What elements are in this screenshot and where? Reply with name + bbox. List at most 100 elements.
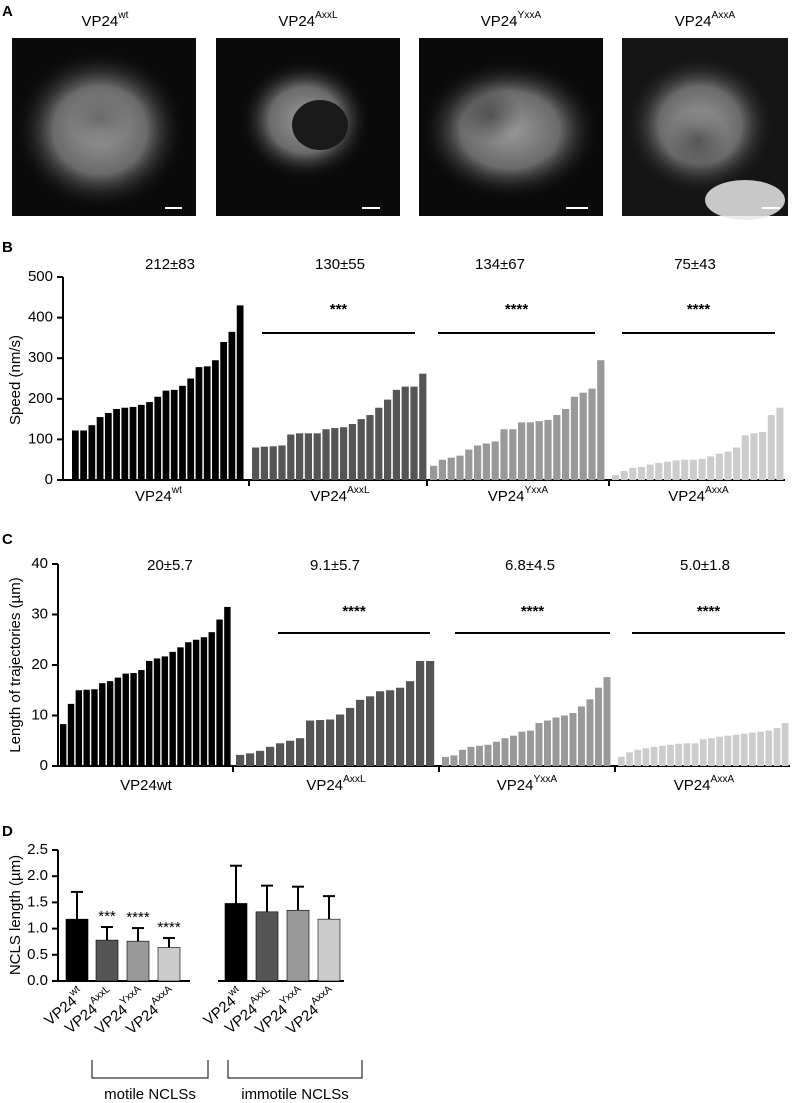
bar xyxy=(276,743,285,766)
image-label-base: VP24 xyxy=(278,13,315,30)
group-bracket xyxy=(91,1060,209,1079)
bar xyxy=(518,731,526,766)
bar xyxy=(450,755,458,766)
bar xyxy=(579,392,587,480)
bar xyxy=(474,445,482,480)
group-label-base: VP24 xyxy=(674,777,711,794)
bar xyxy=(484,744,492,766)
bar xyxy=(544,419,552,480)
bar xyxy=(675,743,683,766)
y-axis-title: Length of trajectories (µm) xyxy=(7,577,24,752)
bar xyxy=(375,407,383,480)
bar xyxy=(326,719,335,766)
bar xyxy=(340,427,348,480)
bar xyxy=(691,743,699,766)
panel-label: C xyxy=(2,531,13,548)
bar xyxy=(104,413,112,480)
group-label: motile NCLSs xyxy=(104,1086,196,1103)
significance: **** xyxy=(687,301,711,318)
group-label: VP24AxxL xyxy=(310,485,370,505)
bar xyxy=(724,735,732,766)
y-tick-label: 1.5 xyxy=(27,893,48,910)
bar xyxy=(91,689,98,766)
bar xyxy=(629,467,637,480)
bar xyxy=(80,430,87,480)
bar xyxy=(96,417,104,480)
bar xyxy=(447,457,455,480)
group-label-base: VP24 xyxy=(306,777,343,794)
micrograph xyxy=(419,38,603,216)
bar xyxy=(527,730,534,766)
bar xyxy=(83,689,90,766)
bar xyxy=(114,677,122,766)
y-tick-label: 200 xyxy=(28,390,53,407)
group-label-base: VP24 xyxy=(668,488,705,505)
bar xyxy=(137,404,145,480)
bar xyxy=(655,462,663,480)
bar xyxy=(689,459,697,480)
y-tick-label: 0 xyxy=(45,471,53,488)
bar xyxy=(304,433,313,480)
bar xyxy=(313,433,321,480)
bar xyxy=(376,691,385,766)
group-annotation: 130±55 xyxy=(315,256,365,273)
panel-label: D xyxy=(2,823,13,840)
group-label: VP24AxxL xyxy=(306,774,366,794)
bar xyxy=(60,724,67,766)
bar xyxy=(72,430,79,480)
bar xyxy=(322,429,330,480)
image-label: VP24AxxL xyxy=(278,10,338,30)
bar xyxy=(715,453,723,480)
micrograph xyxy=(216,38,400,216)
bar xyxy=(740,733,748,766)
group-annotation: 6.8±4.5 xyxy=(505,557,555,574)
image-label-base: VP24 xyxy=(82,13,119,30)
bar xyxy=(153,658,161,766)
group-annotation: 134±67 xyxy=(475,256,525,273)
y-tick-label: 400 xyxy=(28,309,53,326)
y-axis-title: Speed (nm/s) xyxy=(7,335,24,425)
bar xyxy=(296,738,305,766)
bar xyxy=(185,642,192,766)
bar xyxy=(269,446,277,480)
significance: **** xyxy=(505,301,529,318)
image-label-base: VP24 xyxy=(675,13,712,30)
bar xyxy=(482,443,491,480)
bar xyxy=(491,441,499,480)
bar xyxy=(236,754,245,766)
bar xyxy=(526,422,535,480)
bar xyxy=(331,428,339,480)
bar xyxy=(419,373,427,480)
image-label-base: VP24 xyxy=(481,13,518,30)
group-label-sup: AxxA xyxy=(705,485,729,496)
bar xyxy=(588,388,596,480)
bar xyxy=(99,683,106,766)
bar xyxy=(416,660,425,766)
bar xyxy=(708,738,715,766)
bar xyxy=(169,651,176,766)
bar xyxy=(67,703,75,766)
bar xyxy=(177,647,184,766)
bar xyxy=(287,434,295,480)
y-tick-label: 100 xyxy=(28,430,53,447)
bar xyxy=(278,445,286,480)
significance: **** xyxy=(126,909,150,926)
y-tick-label: 0.5 xyxy=(27,946,48,963)
group-label: VP24AxxA xyxy=(674,774,735,794)
x-tick-label-sup: YxxA xyxy=(118,983,143,1007)
group-label-base: VP24 xyxy=(497,777,534,794)
bar xyxy=(781,723,789,766)
y-tick-label: 2.5 xyxy=(27,841,48,858)
image-label: VP24AxxA xyxy=(675,10,736,30)
bar xyxy=(626,752,633,766)
bar xyxy=(200,637,208,766)
bar xyxy=(392,389,401,480)
image-label-sup: YxxA xyxy=(517,10,541,21)
bar xyxy=(336,714,345,766)
image-label-sup: AxxA xyxy=(711,10,735,21)
bar xyxy=(386,690,395,766)
group-label-sup: YxxA xyxy=(524,485,548,496)
bar xyxy=(672,460,680,480)
bar xyxy=(224,903,248,982)
